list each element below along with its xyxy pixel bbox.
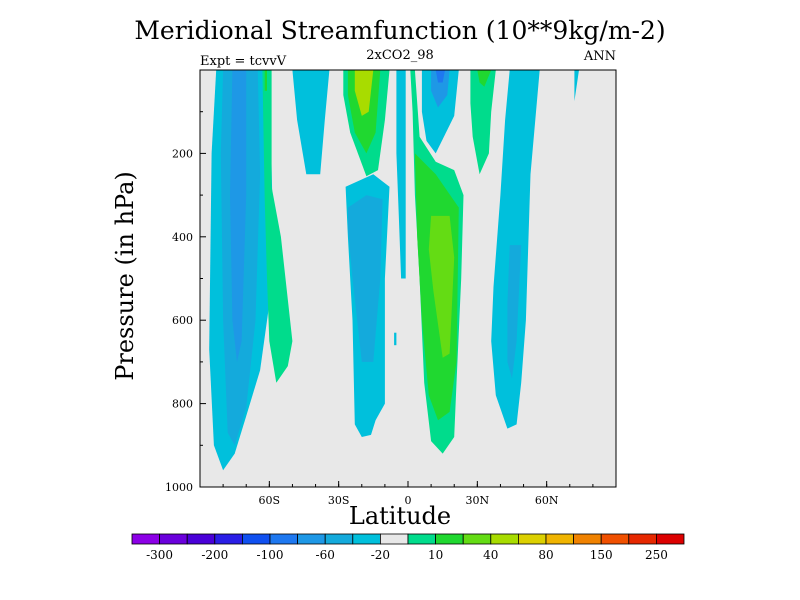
colorbar-swatch — [407, 533, 437, 545]
colorbar-label: 10 — [428, 548, 443, 562]
x-tick-label: 0 — [405, 494, 412, 507]
contour-region-5 — [292, 70, 330, 175]
x-tick-label: 60S — [259, 494, 281, 507]
y-tick-label: 200 — [172, 147, 193, 160]
contour-region-2 — [230, 70, 247, 362]
chart-subtitle: 2xCO2_98 — [366, 48, 434, 63]
y-tick-label: 400 — [172, 231, 193, 244]
colorbar-swatch — [297, 533, 326, 545]
contour-region-23 — [574, 70, 579, 102]
contour-region-18 — [435, 70, 445, 83]
experiment-label: Expt = tcvvV — [200, 54, 287, 69]
colorbar-swatch — [518, 533, 547, 545]
contour-region-19 — [470, 70, 496, 175]
y-tick-label: 800 — [172, 398, 193, 411]
colorbar-swatch — [269, 533, 299, 545]
x-tick-label: 60N — [535, 494, 559, 507]
colorbar-label: 150 — [590, 548, 613, 562]
colorbar-label: -20 — [371, 548, 390, 562]
colorbar: -300 -200 -100 -60 -20 10 40 80 150 250 — [131, 533, 685, 562]
contour-region-3 — [262, 70, 293, 383]
colorbar-swatch — [600, 533, 630, 545]
colorbar-label: -60 — [316, 548, 335, 562]
x-axis-label: Latitude — [348, 502, 452, 530]
contour-region-17 — [431, 70, 450, 108]
contour-region-12 — [394, 332, 397, 346]
x-tick-label: 30N — [466, 494, 490, 507]
colorbar-swatch — [435, 533, 464, 545]
axis-ticks: 60S 30S 0 30N 60N 200 400 600 800 1000 — [165, 111, 617, 507]
y-tick-label: 600 — [172, 314, 193, 327]
colorbar-swatch — [573, 533, 602, 545]
contour-region-10 — [347, 195, 383, 362]
colorbar-swatch — [241, 533, 271, 545]
colorbar-swatch — [159, 533, 188, 545]
colorbar-swatch — [545, 533, 575, 545]
chart-title: Meridional Streamfunction (10**9kg/m-2) — [134, 16, 666, 45]
colorbar-label: -100 — [257, 548, 284, 562]
colorbar-label: 250 — [645, 548, 668, 562]
colorbar-swatch — [490, 533, 519, 545]
contour-region-8 — [354, 70, 374, 116]
y-tick-label: 1000 — [165, 481, 193, 494]
colorbar-swatch — [324, 533, 354, 545]
colorbar-label: 80 — [538, 548, 553, 562]
colorbar-label: 40 — [483, 548, 498, 562]
contour-region-20 — [477, 70, 492, 87]
colorbar-swatch — [352, 533, 381, 545]
colorbar-swatch — [462, 533, 492, 545]
colorbar-swatch — [186, 533, 216, 545]
contour-region-4 — [264, 70, 267, 91]
contour-region-11 — [396, 70, 406, 279]
contour-region-15 — [428, 215, 455, 358]
x-tick-label: 30S — [328, 494, 350, 507]
season-label: ANN — [583, 49, 616, 64]
colorbar-swatch — [214, 533, 243, 545]
colorbar-label: -200 — [201, 548, 228, 562]
colorbar-swatch — [628, 533, 657, 545]
colorbar-swatch — [131, 533, 161, 545]
colorbar-label: -300 — [146, 548, 173, 562]
contour-regions — [209, 70, 579, 471]
colorbar-swatch — [656, 533, 685, 545]
contour-region-22 — [507, 245, 522, 379]
colorbar-swatch — [379, 533, 409, 545]
